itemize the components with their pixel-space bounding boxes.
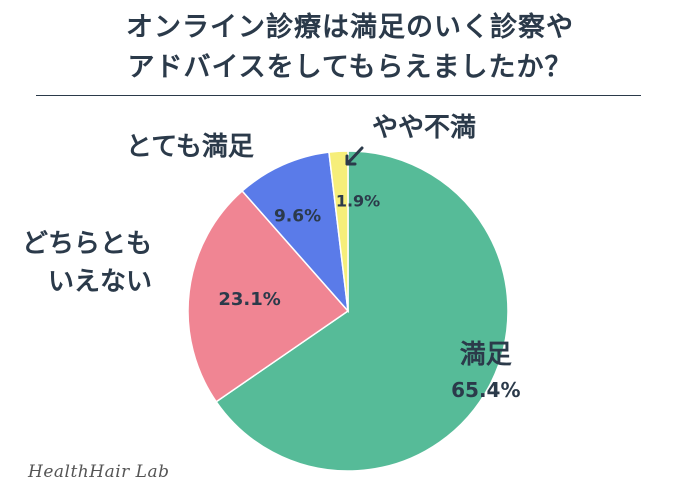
legend-label-neutral-line-1: どちらとも bbox=[22, 229, 153, 259]
title-divider bbox=[36, 95, 641, 96]
chart-title-line-1: オンライン診療は満足のいく診察や bbox=[126, 12, 574, 43]
legend-label-neutral: どちらとも いえない bbox=[22, 225, 152, 301]
pie-slice-neutral bbox=[187, 189, 350, 403]
pie-slice-very-satisfied bbox=[241, 151, 350, 314]
chart-title-line-2: アドバイスをしてもらえましたか？ bbox=[127, 52, 573, 83]
value-label-satisfied: 65.4% bbox=[451, 378, 520, 402]
credit-watermark: HealthHair Lab bbox=[28, 462, 170, 482]
value-label-neutral: 23.1% bbox=[218, 289, 280, 310]
pie-slice-satisfied bbox=[215, 150, 509, 472]
legend-label-very-satisfied: とても満足 bbox=[126, 132, 254, 162]
slice-name-satisfied: 満足 bbox=[460, 340, 512, 370]
legend-label-slightly-dissatisfied: やや不満 bbox=[372, 113, 477, 143]
pie-slice-slightly-dissatisfied bbox=[328, 150, 349, 312]
value-label-very-satisfied: 9.6% bbox=[274, 207, 321, 227]
value-label-slightly-dissatisfied: 1.9% bbox=[336, 192, 380, 211]
callout-arrow-icon bbox=[345, 146, 364, 166]
chart-title: オンライン診療は満足のいく診察や アドバイスをしてもらえましたか？ bbox=[0, 8, 700, 88]
legend-label-neutral-line-2: いえない bbox=[48, 267, 153, 297]
